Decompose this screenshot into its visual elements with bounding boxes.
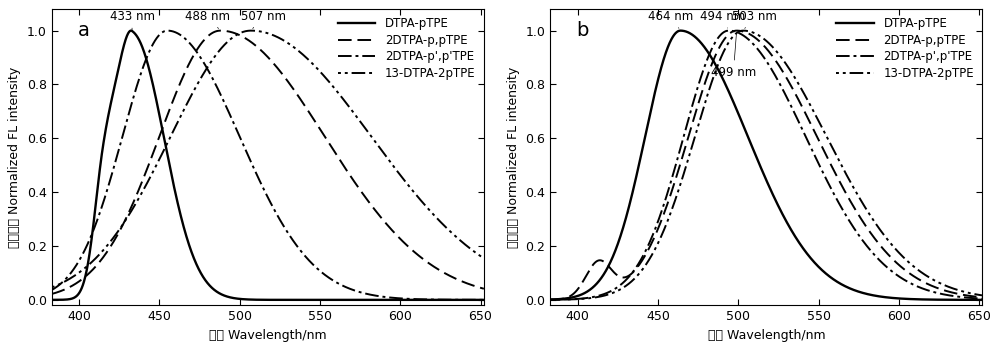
- Y-axis label: 荧光强度 Normalized FL intensity: 荧光强度 Normalized FL intensity: [507, 66, 520, 248]
- Legend: DTPA-pTPE, 2DTPA-p,pTPE, 2DTPA-p',p'TPE, 13-DTPA-2pTPE: DTPA-pTPE, 2DTPA-p,pTPE, 2DTPA-p',p'TPE,…: [832, 13, 979, 85]
- Text: 433 nm: 433 nm: [110, 9, 155, 30]
- Text: 507 nm: 507 nm: [241, 9, 286, 29]
- Text: 499 nm: 499 nm: [711, 33, 756, 79]
- Text: 494 nm: 494 nm: [700, 9, 745, 28]
- X-axis label: 波长 Wavelength/nm: 波长 Wavelength/nm: [209, 329, 327, 342]
- Legend: DTPA-pTPE, 2DTPA-p,pTPE, 2DTPA-p',p'TPE, 13-DTPA-2pTPE: DTPA-pTPE, 2DTPA-p,pTPE, 2DTPA-p',p'TPE,…: [333, 13, 480, 85]
- Text: 503 nm: 503 nm: [732, 9, 777, 28]
- Text: a: a: [78, 21, 90, 40]
- Text: b: b: [576, 21, 589, 40]
- Text: 464 nm: 464 nm: [648, 9, 693, 28]
- Text: 488 nm: 488 nm: [185, 9, 230, 29]
- X-axis label: 波长 Wavelength/nm: 波长 Wavelength/nm: [708, 329, 825, 342]
- Y-axis label: 荧光强度 Normalized FL intensity: 荧光强度 Normalized FL intensity: [8, 66, 21, 248]
